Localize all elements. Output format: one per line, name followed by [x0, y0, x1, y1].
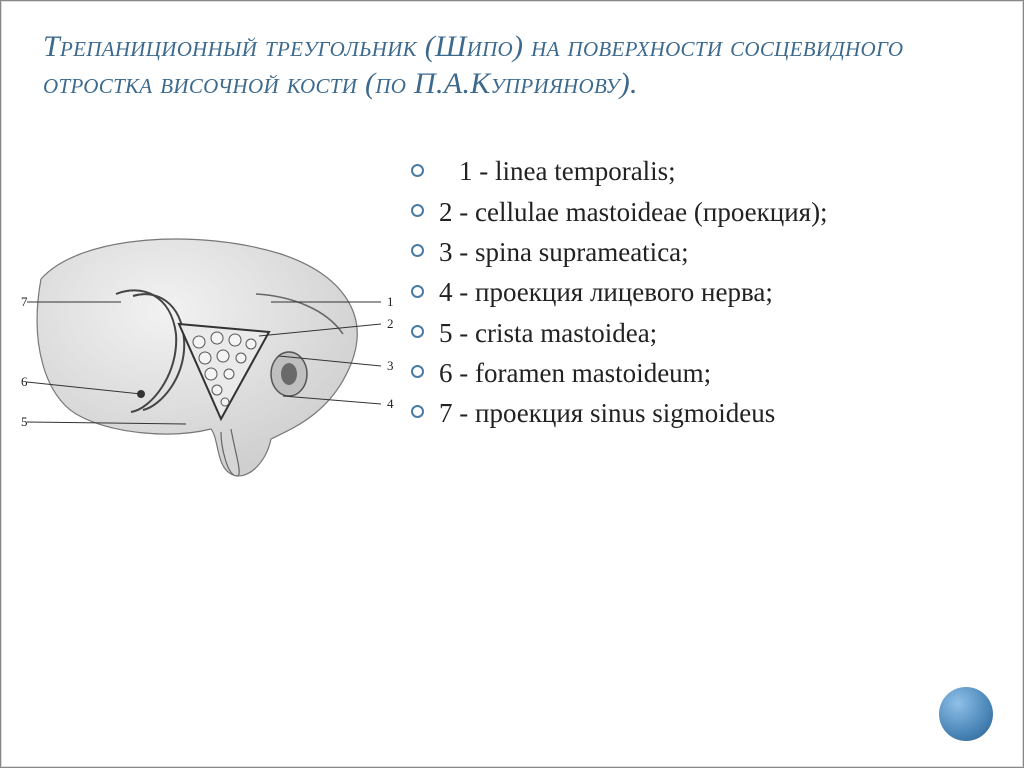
anatomy-figure: 1 2 3 4 7 6 5: [21, 224, 401, 484]
anatomy-svg: 1 2 3 4 7 6 5: [21, 224, 401, 484]
legend-item: 7 - проекция sinus sigmoideus: [411, 394, 993, 432]
fig-label-5: 5: [21, 414, 28, 429]
bullet-icon: [411, 365, 424, 378]
fig-label-6: 6: [21, 374, 28, 389]
bullet-icon: [411, 285, 424, 298]
content-row: 1 2 3 4 7 6 5 1 - linea temporalis; 2 - …: [1, 142, 1023, 484]
slide-title: Трепаниционный треугольник (Шипо) на пов…: [43, 29, 975, 102]
bullet-icon: [411, 204, 424, 217]
slide-container: Трепаниционный треугольник (Шипо) на пов…: [0, 0, 1024, 768]
legend-item: 5 - crista mastoidea;: [411, 314, 993, 352]
legend-text: 5 - crista mastoidea;: [439, 318, 657, 348]
legend-item: 4 - проекция лицевого нерва;: [411, 273, 993, 311]
legend-column: 1 - linea temporalis; 2 - cellulae masto…: [411, 142, 993, 484]
bullet-icon: [411, 405, 424, 418]
figure-column: 1 2 3 4 7 6 5: [11, 142, 411, 484]
corner-accent-circle: [939, 687, 993, 741]
legend-item: 6 - foramen mastoideum;: [411, 354, 993, 392]
legend-text: 4 - проекция лицевого нерва;: [439, 277, 773, 307]
legend-text: 2 - cellulae mastoideae (проекция);: [439, 197, 828, 227]
legend-item: 3 - spina suprameatica;: [411, 233, 993, 271]
fig-label-4: 4: [387, 396, 394, 411]
fig-label-1: 1: [387, 294, 394, 309]
legend-item: 2 - cellulae mastoideae (проекция);: [411, 193, 993, 231]
bullet-icon: [411, 325, 424, 338]
legend-text: 7 - проекция sinus sigmoideus: [439, 398, 775, 428]
legend-list: 1 - linea temporalis; 2 - cellulae masto…: [411, 152, 993, 432]
fig-label-3: 3: [387, 358, 394, 373]
fig-label-2: 2: [387, 316, 394, 331]
legend-text: 3 - spina suprameatica;: [439, 237, 689, 267]
legend-text: 1 - linea temporalis;: [459, 156, 676, 186]
legend-text: 6 - foramen mastoideum;: [439, 358, 711, 388]
legend-item: 1 - linea temporalis;: [411, 152, 993, 190]
bullet-icon: [411, 244, 424, 257]
fig-label-7: 7: [21, 294, 28, 309]
title-block: Трепаниционный треугольник (Шипо) на пов…: [1, 1, 1023, 114]
